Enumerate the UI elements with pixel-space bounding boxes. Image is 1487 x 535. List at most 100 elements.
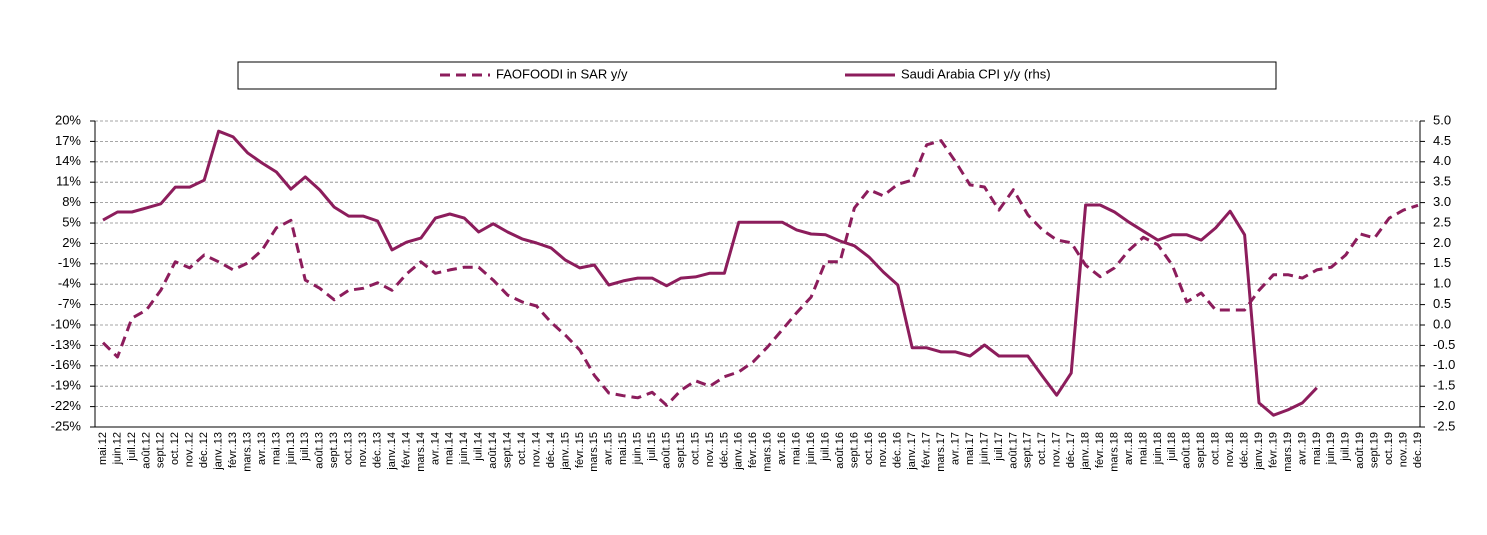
x-tick-label: févr..16 xyxy=(747,432,759,468)
x-tick-label: août.19 xyxy=(1354,432,1366,469)
y-tick-label: -7% xyxy=(58,296,82,311)
x-tick-label: sept.14 xyxy=(502,432,514,468)
legend-box xyxy=(237,61,1277,90)
y-tick-label: -16% xyxy=(51,357,82,372)
y2-tick-label: 1.5 xyxy=(1433,255,1451,270)
x-tick-label: juil.13 xyxy=(299,432,311,462)
y2-tick-label: 5.0 xyxy=(1433,112,1451,127)
x-tick-label: avr..15 xyxy=(603,432,615,465)
x-tick-label: avr..13 xyxy=(256,432,268,465)
x-tick-label: août.18 xyxy=(1181,432,1193,469)
y-tick-label: -1% xyxy=(58,255,82,270)
x-tick-label: janv..15 xyxy=(559,432,571,471)
x-tick-label: mai.14 xyxy=(444,432,456,465)
y-tick-label: 11% xyxy=(56,174,81,189)
y2-tick-label: -2.5 xyxy=(1433,418,1455,433)
x-tick-label: juin.12 xyxy=(111,432,123,465)
x-tick-label: août.14 xyxy=(487,432,499,469)
x-tick-label: mai.17 xyxy=(964,432,976,465)
x-tick-label: oct..17 xyxy=(1036,432,1048,465)
x-tick-label: févr..19 xyxy=(1267,432,1279,468)
x-tick-label: mars.15 xyxy=(588,432,600,472)
x-tick-label: déc..14 xyxy=(545,432,557,468)
x-tick-label: août.16 xyxy=(834,432,846,469)
x-tick-label: nov..15 xyxy=(704,432,716,467)
legend-label: FAOFOODI in SAR y/y xyxy=(496,66,628,81)
x-tick-label: août.12 xyxy=(140,432,152,469)
x-tick-label: nov..18 xyxy=(1224,432,1236,467)
y2-tick-label: 0.5 xyxy=(1433,296,1451,311)
x-tick-label: mars.16 xyxy=(762,432,774,472)
x-tick-label: févr..15 xyxy=(574,432,586,468)
x-tick-label: sept.18 xyxy=(1195,432,1207,468)
x-tick-label: oct..18 xyxy=(1210,432,1222,465)
x-tick-label: janv..16 xyxy=(733,432,745,471)
x-tick-label: mai.15 xyxy=(617,432,629,465)
x-tick-label: oct..16 xyxy=(863,432,875,465)
y2-tick-label: -1.5 xyxy=(1433,378,1455,393)
x-tick-label: juin.14 xyxy=(458,432,470,465)
x-tick-label: mai.16 xyxy=(791,432,803,465)
x-tick-label: avr..17 xyxy=(949,432,961,465)
series-line xyxy=(101,139,1419,407)
x-tick-label: juin.15 xyxy=(632,432,644,465)
x-tick-label: janv..19 xyxy=(1253,432,1265,471)
x-tick-label: juil.19 xyxy=(1340,432,1352,462)
x-tick-label: janv..17 xyxy=(906,432,918,471)
x-tick-label: août.15 xyxy=(660,432,672,469)
x-tick-label: déc..19 xyxy=(1412,432,1424,468)
x-tick-label: janv..14 xyxy=(386,432,398,471)
x-tick-label: avr..19 xyxy=(1296,432,1308,465)
x-tick-label: avr..14 xyxy=(429,432,441,465)
x-tick-label: juil.17 xyxy=(993,432,1005,462)
x-tick-label: nov..14 xyxy=(530,432,542,467)
y2-tick-label: -0.5 xyxy=(1433,337,1455,352)
x-tick-label: févr..17 xyxy=(921,432,933,468)
y2-tick-label: 3.5 xyxy=(1433,174,1451,189)
x-tick-label: déc..12 xyxy=(198,432,210,468)
x-tick-label: mai.12 xyxy=(97,432,109,465)
x-tick-label: juil.14 xyxy=(473,432,485,462)
x-tick-label: juin.16 xyxy=(805,432,817,465)
x-tick-label: juil.12 xyxy=(126,432,138,462)
x-tick-label: déc..18 xyxy=(1238,432,1250,468)
x-tick-label: mai.13 xyxy=(270,432,282,465)
y2-tick-label: 4.5 xyxy=(1433,133,1451,148)
x-tick-label: déc..15 xyxy=(718,432,730,468)
x-tick-label: sept.19 xyxy=(1369,432,1381,468)
x-tick-label: juin.18 xyxy=(1152,432,1164,465)
x-tick-label: déc..16 xyxy=(892,432,904,468)
x-tick-label: août.17 xyxy=(1007,432,1019,469)
y2-tick-label: 0.0 xyxy=(1433,316,1451,331)
x-tick-label: févr..18 xyxy=(1094,432,1106,468)
x-tick-label: sept.15 xyxy=(675,432,687,468)
x-tick-label: mars.14 xyxy=(415,432,427,472)
x-tick-label: avr..16 xyxy=(776,432,788,465)
x-tick-label: juil.18 xyxy=(1166,432,1178,462)
x-tick-label: oct..15 xyxy=(689,432,701,465)
x-tick-label: juin.17 xyxy=(978,432,990,465)
y-tick-label: 8% xyxy=(62,194,81,209)
x-tick-label: janv..18 xyxy=(1080,432,1092,471)
x-tick-label: févr..14 xyxy=(400,432,412,468)
x-tick-label: juil.15 xyxy=(646,432,658,462)
x-tick-label: sept.13 xyxy=(328,432,340,468)
y-tick-label: -22% xyxy=(51,398,82,413)
y2-tick-label: -2.0 xyxy=(1433,398,1455,413)
x-tick-label: juil.16 xyxy=(819,432,831,462)
y2-tick-label: 4.0 xyxy=(1433,153,1451,168)
series-line xyxy=(102,129,1318,417)
x-tick-label: oct..14 xyxy=(516,432,528,465)
x-tick-label: mars.18 xyxy=(1108,432,1120,472)
x-tick-label: sept.17 xyxy=(1022,432,1034,468)
y-tick-label: 17% xyxy=(55,133,81,148)
x-tick-label: sept.12 xyxy=(155,432,167,468)
y-tick-label: -19% xyxy=(51,378,82,393)
y2-tick-label: -1.0 xyxy=(1433,357,1455,372)
y-tick-label: -10% xyxy=(51,316,82,331)
y-tick-label: 2% xyxy=(62,235,81,250)
y2-tick-label: 2.0 xyxy=(1433,235,1451,250)
x-tick-label: mars.13 xyxy=(241,432,253,472)
y-tick-label: 5% xyxy=(62,214,81,229)
